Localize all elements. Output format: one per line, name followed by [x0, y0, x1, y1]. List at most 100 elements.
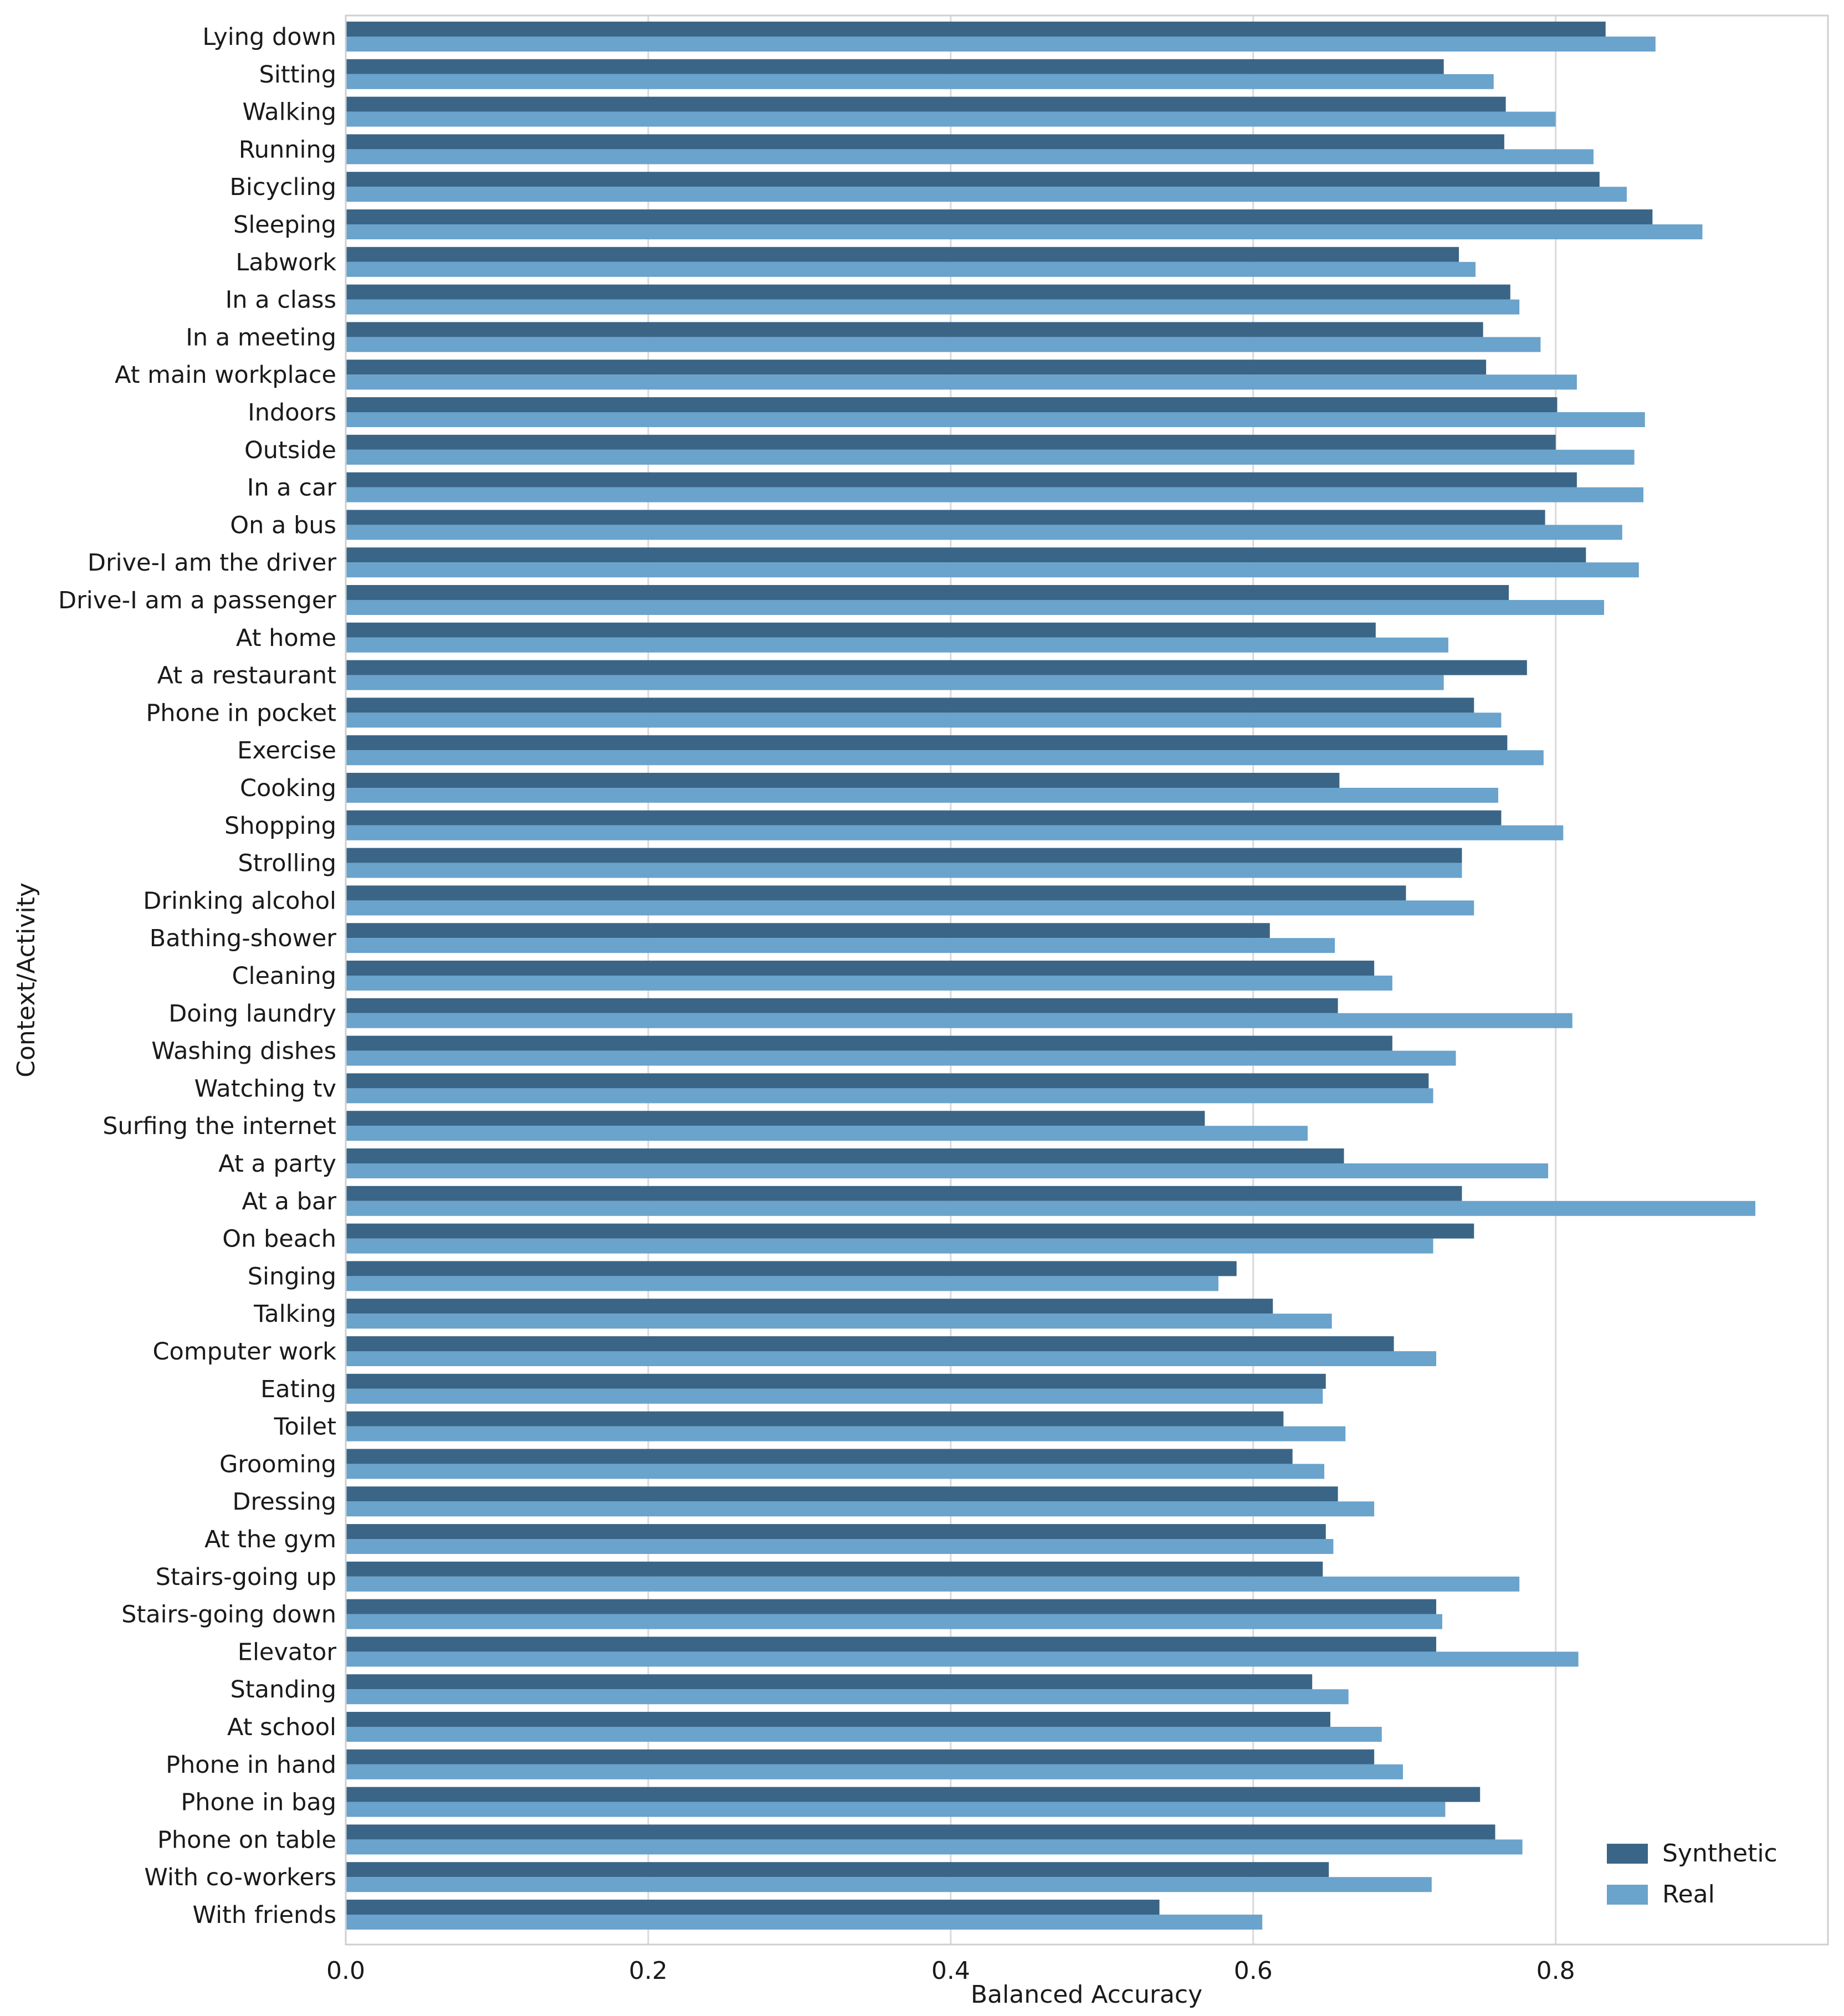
legend-swatch-synthetic [1607, 1844, 1648, 1864]
bar-real [346, 37, 1656, 52]
bar-real [346, 1426, 1346, 1442]
bars-layer [346, 22, 1755, 1930]
category-label: Stairs-going down [121, 1601, 336, 1629]
bar-synthetic [346, 1073, 1429, 1089]
bar-synthetic [346, 284, 1510, 300]
bar-real [346, 675, 1444, 690]
x-tick-label: 0.6 [1234, 1957, 1273, 1985]
bar-synthetic [346, 1900, 1160, 1915]
category-label: With friends [193, 1901, 336, 1929]
bar-synthetic [346, 1599, 1437, 1614]
category-label: Walking [243, 99, 336, 126]
category-label: Cooking [240, 774, 336, 802]
category-label: At home [236, 624, 336, 652]
bar-synthetic [346, 1299, 1273, 1314]
bar-real [346, 149, 1594, 165]
bar-synthetic [346, 22, 1606, 37]
bar-real [346, 1276, 1218, 1291]
bar-real [346, 1464, 1325, 1479]
category-label: Watching tv [194, 1075, 336, 1102]
bar-synthetic [346, 1486, 1338, 1502]
bar-synthetic [346, 134, 1504, 150]
category-label: Doing laundry [168, 1000, 336, 1028]
category-label: Running [239, 136, 336, 163]
x-tick-label: 0.0 [326, 1957, 365, 1985]
bar-real [346, 375, 1577, 390]
bar-synthetic [346, 1336, 1394, 1351]
bar-real [346, 1238, 1433, 1254]
legend-swatch-real [1607, 1885, 1648, 1905]
category-label: Bicycling [229, 173, 336, 201]
legend-label-synthetic: Synthetic [1662, 1839, 1778, 1868]
legend: Synthetic Real [1607, 1839, 1778, 1909]
bar-real [346, 637, 1448, 653]
bar-synthetic [346, 1111, 1205, 1126]
bar-synthetic [346, 885, 1406, 901]
category-label: Grooming [219, 1450, 336, 1478]
bar-synthetic [346, 1373, 1326, 1389]
category-label: Phone in bag [181, 1789, 336, 1817]
category-label: Washing dishes [151, 1038, 336, 1065]
bar-real [346, 788, 1498, 803]
bar-synthetic [346, 923, 1270, 938]
category-label: Stairs-going up [156, 1563, 336, 1591]
bar-synthetic [346, 547, 1586, 563]
bar-real [346, 412, 1645, 427]
bar-synthetic [346, 1449, 1293, 1464]
category-label: Toilet [274, 1413, 336, 1441]
category-label: Indoors [248, 399, 336, 427]
category-label: At the gym [204, 1526, 336, 1553]
bar-real [346, 74, 1494, 89]
bar-synthetic [346, 397, 1558, 412]
category-label: On beach [222, 1225, 336, 1253]
x-axis-title: Balanced Accuracy [971, 1981, 1202, 2009]
bar-real [346, 750, 1544, 766]
bar-synthetic [346, 1561, 1323, 1577]
bar-synthetic [346, 96, 1506, 112]
category-label: Singing [248, 1263, 336, 1290]
bar-synthetic [346, 1524, 1326, 1539]
y-axis-title: Context/Activity [12, 883, 40, 1078]
bar-real [346, 1915, 1263, 1930]
category-label: Phone in pocket [146, 699, 336, 727]
category-label: At a party [218, 1150, 336, 1178]
category-label: Lying down [202, 23, 336, 51]
bar-synthetic [346, 360, 1487, 375]
bar-synthetic [346, 472, 1577, 488]
category-label: Labwork [235, 249, 336, 276]
bar-synthetic [346, 1862, 1329, 1878]
bar-real [346, 562, 1639, 578]
bar-real [346, 111, 1556, 127]
category-label: Exercise [237, 737, 336, 765]
legend-label-real: Real [1662, 1880, 1715, 1909]
bar-real [346, 1201, 1755, 1216]
category-label: In a car [247, 474, 337, 502]
bar-synthetic [346, 1223, 1474, 1239]
bar-synthetic [346, 322, 1483, 337]
bar-real [346, 1351, 1437, 1366]
category-label: At a bar [242, 1188, 336, 1215]
category-label: Computer work [153, 1338, 337, 1366]
category-label: Shopping [224, 812, 336, 840]
bar-synthetic [346, 810, 1502, 825]
category-label: Drive-I am the driver [88, 549, 336, 577]
bar-synthetic [346, 172, 1600, 187]
bar-real [346, 900, 1474, 916]
bar-synthetic [346, 998, 1338, 1013]
bar-synthetic [346, 1035, 1392, 1051]
bar-synthetic [346, 1712, 1330, 1727]
category-label: Dressing [232, 1488, 336, 1516]
category-label: In a class [226, 286, 336, 314]
bar-real [346, 1501, 1375, 1517]
bar-real [346, 224, 1703, 239]
bar-real [346, 1013, 1572, 1028]
category-label: At a restaurant [157, 662, 336, 690]
category-label: Outside [244, 437, 336, 464]
bar-synthetic [346, 1787, 1481, 1802]
bar-real [346, 976, 1392, 991]
category-label: At school [227, 1714, 336, 1741]
bar-synthetic [346, 1674, 1313, 1690]
category-label: Phone in hand [166, 1751, 336, 1779]
x-tick-labels: 0.0 0.2 0.4 0.6 0.8 [326, 1957, 1575, 1985]
